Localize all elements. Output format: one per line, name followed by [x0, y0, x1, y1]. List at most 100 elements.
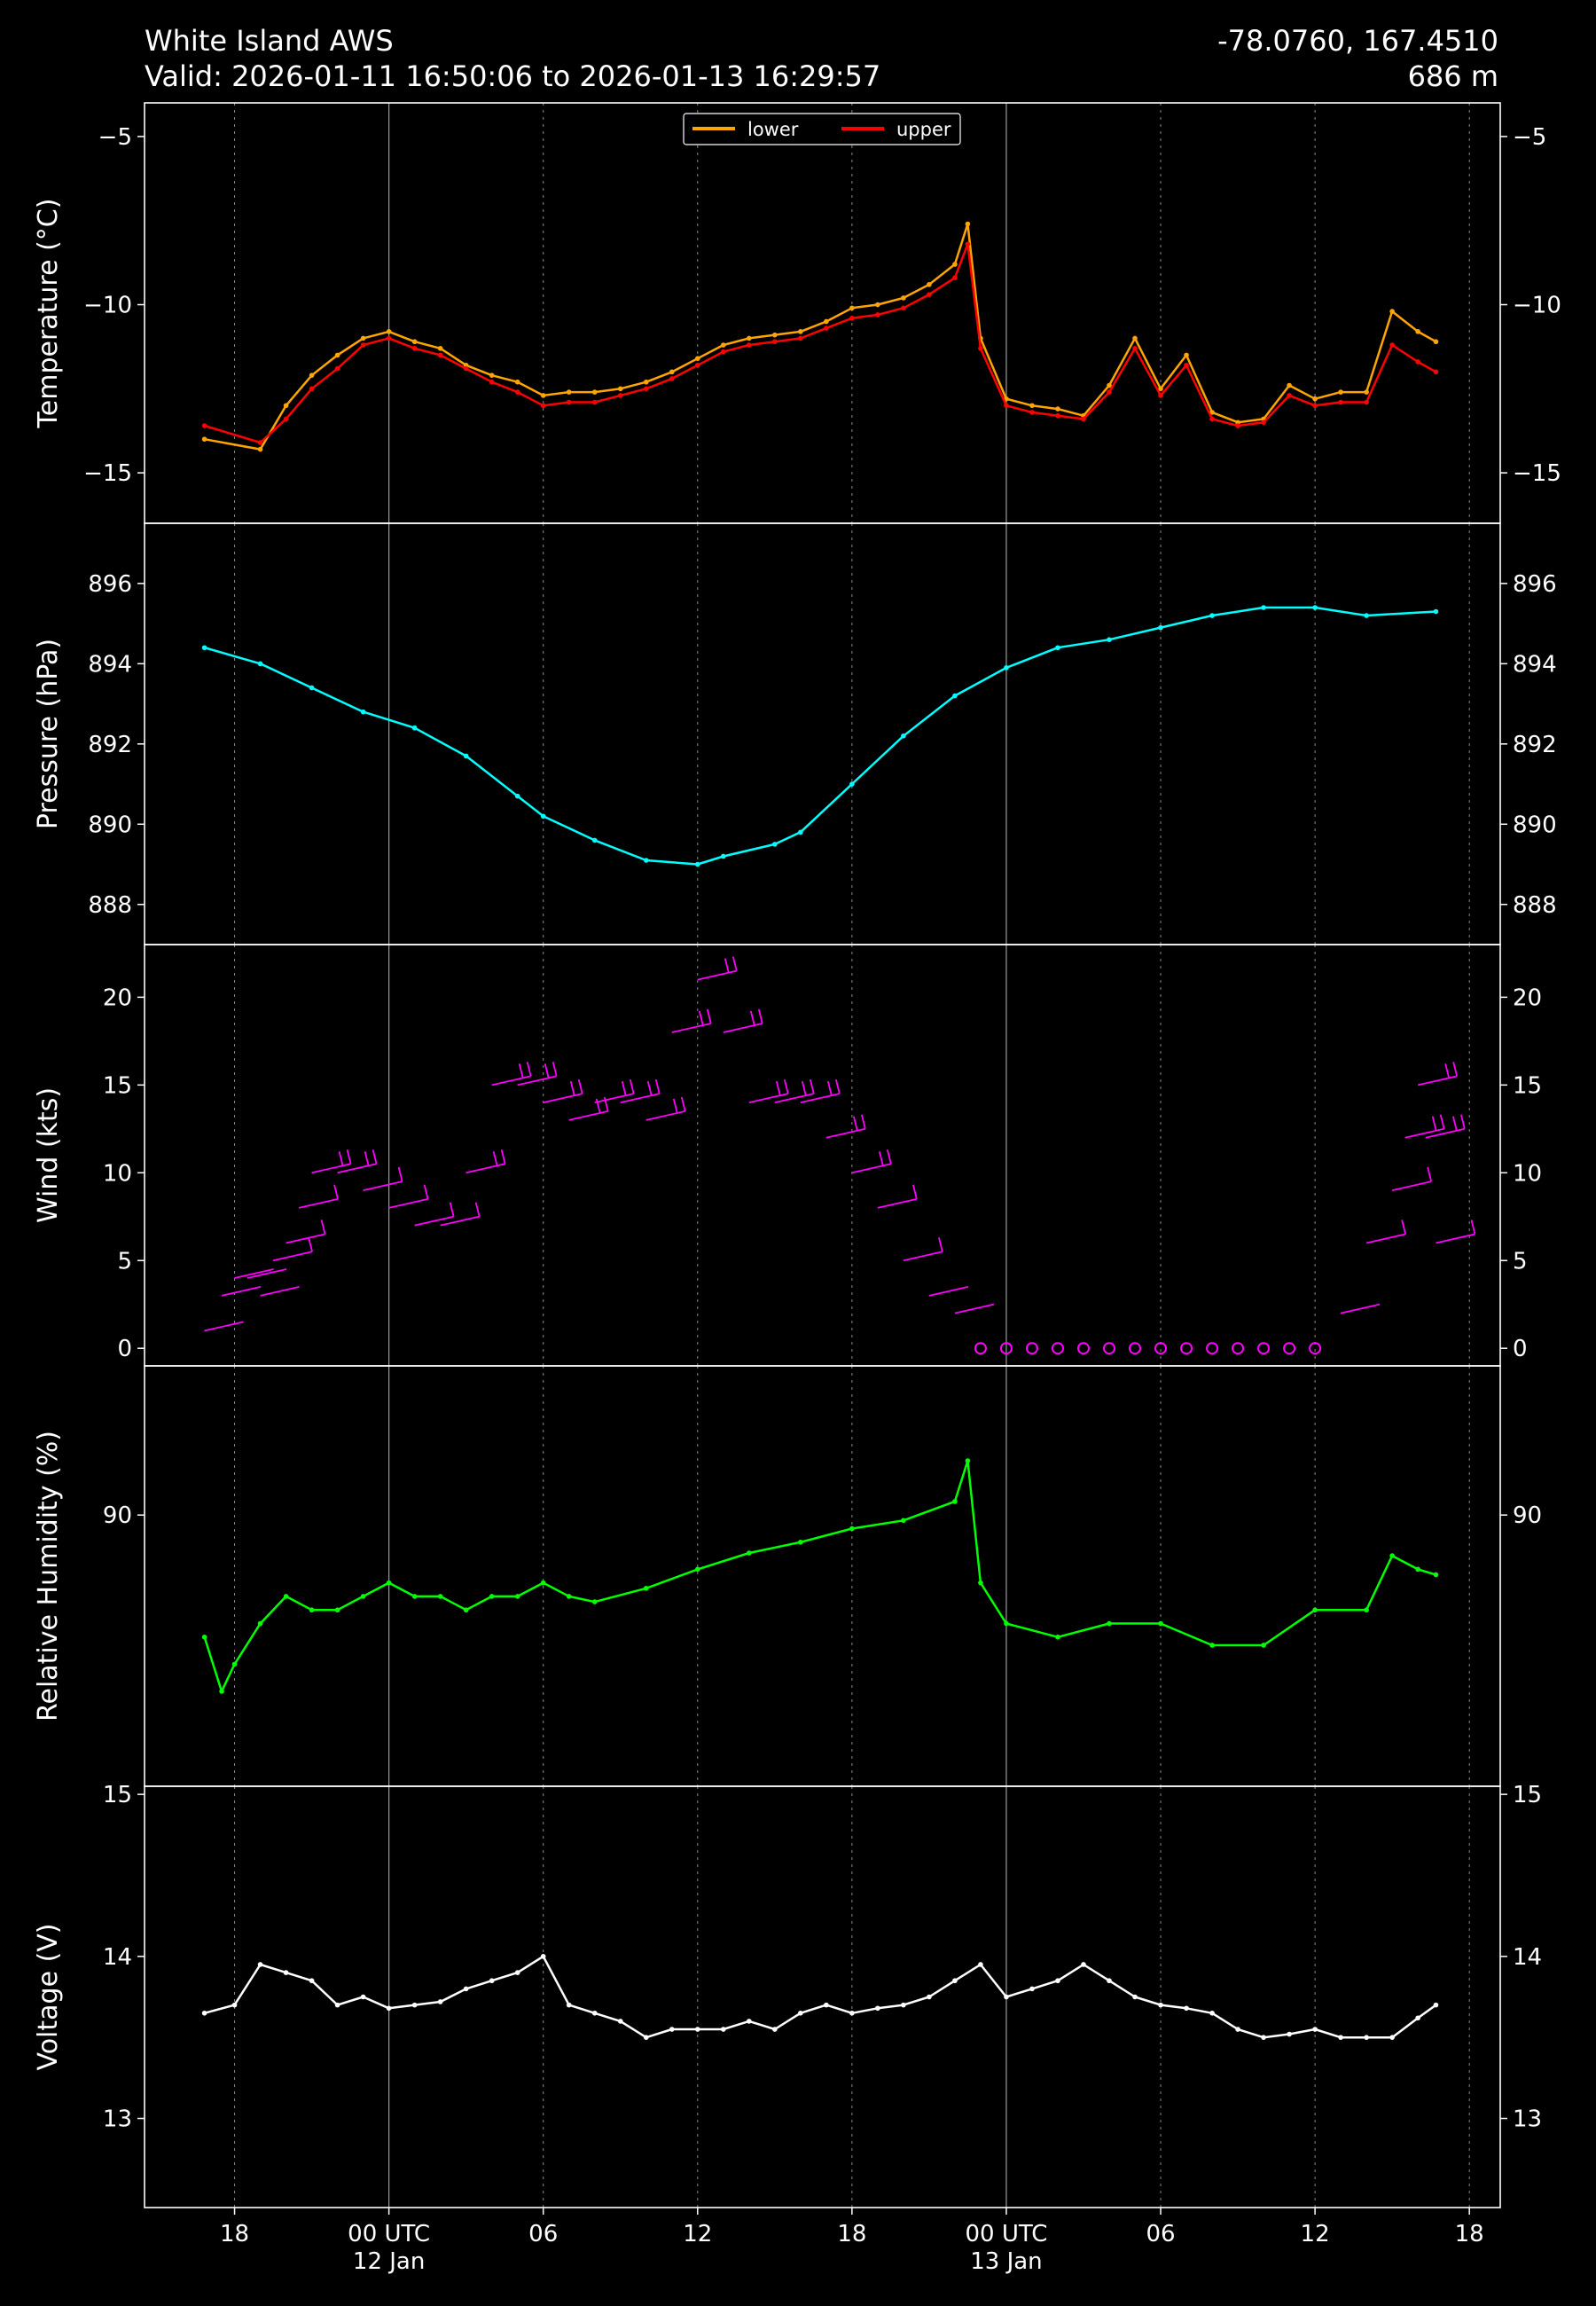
y-tick-label-right: 5 [1513, 1248, 1528, 1275]
data-point [1132, 1994, 1138, 2000]
data-point [257, 1962, 263, 1967]
data-point [386, 329, 392, 334]
data-point [540, 1580, 546, 1586]
data-point [1389, 342, 1395, 348]
wind-barb [620, 1093, 660, 1104]
data-point [720, 349, 726, 355]
x-tick-label: 18 [1455, 2221, 1484, 2247]
data-point [952, 693, 958, 699]
y-axis-label: Relative Humidity (%) [33, 1431, 64, 1722]
data-point [617, 2019, 623, 2024]
data-point [360, 335, 366, 341]
y-axis-label: Temperature (°C) [33, 199, 64, 429]
data-point [901, 305, 906, 311]
wind-barb [246, 1268, 287, 1279]
data-point [1364, 2035, 1369, 2040]
y-axis-label: Wind (kts) [33, 1087, 64, 1223]
wind-barb [1404, 1127, 1444, 1139]
data-point [463, 753, 469, 759]
data-point [219, 1689, 224, 1694]
y-axis-label: Voltage (V) [33, 1924, 64, 2071]
data-point [231, 2002, 238, 2008]
data-point [386, 335, 392, 341]
data-point [694, 362, 700, 368]
panel-frame [144, 1785, 1501, 2208]
legend-label-upper: upper [896, 119, 951, 140]
data-point [566, 2002, 572, 2008]
y-tick-label-right: 894 [1513, 651, 1557, 678]
data-point [1261, 1643, 1266, 1648]
wind-barb [466, 1163, 505, 1174]
data-point [978, 1580, 983, 1586]
series-line-data [204, 606, 1436, 866]
wind-barb-flag [1401, 1220, 1407, 1235]
wind-barb [1417, 1075, 1458, 1086]
y-tick-label-right: 15 [1513, 1072, 1542, 1099]
station-elevation: 686 m [1407, 59, 1498, 93]
data-point [1107, 382, 1112, 388]
data-point [849, 781, 855, 787]
data-point [694, 861, 700, 867]
wind-barb [260, 1285, 300, 1297]
data-point [283, 1594, 289, 1599]
data-point [1415, 329, 1420, 334]
wind-barb-flag [860, 1114, 866, 1129]
panel-frame [144, 522, 1501, 945]
data-point [1158, 393, 1163, 398]
data-point [411, 346, 418, 351]
wind-barb-flag [834, 1078, 841, 1094]
y-tick-label: −10 [83, 293, 132, 319]
data-point [824, 326, 829, 331]
wind-barb-flag [801, 1080, 807, 1096]
y-tick-label-right: −10 [1513, 293, 1561, 319]
legend: lower upper [683, 113, 961, 145]
valid-range: Valid: 2026-01-11 16:50:06 to 2026-01-13… [145, 59, 881, 93]
wind-barb-flag [333, 1184, 339, 1200]
data-point [201, 1635, 207, 1640]
data-point [617, 393, 623, 398]
data-point [257, 1620, 263, 1627]
data-point [669, 376, 675, 381]
data-point [875, 312, 880, 318]
wind-barb-flag [595, 1098, 601, 1114]
data-point [1209, 1643, 1215, 1648]
wind-barb [1365, 1233, 1406, 1244]
data-point [489, 373, 495, 378]
y-tick-label-right: 15 [1513, 1782, 1542, 1808]
y-tick-label-right: −5 [1513, 124, 1546, 151]
data-point [1158, 1620, 1163, 1627]
y-tick-label-right: 888 [1513, 892, 1557, 919]
data-point [1389, 2035, 1395, 2040]
y-tick-label: 890 [88, 812, 132, 838]
wind-barb-flag [826, 1080, 833, 1096]
data-point [1364, 613, 1369, 618]
data-point [591, 389, 598, 395]
wind-barb-flag [423, 1184, 429, 1200]
wind-barb-flag [1470, 1220, 1476, 1235]
wind-barb [543, 1093, 583, 1104]
data-point [386, 2005, 392, 2012]
data-point [1287, 393, 1292, 398]
data-point [1312, 605, 1318, 610]
data-point [1312, 2027, 1318, 2032]
data-point [1209, 2010, 1215, 2016]
x-tick-label: 06 [1146, 2221, 1175, 2247]
data-point [1029, 1986, 1035, 1992]
data-point [798, 829, 803, 835]
wind-barb [272, 1251, 313, 1262]
wind-barb-flag [724, 958, 730, 973]
data-point [437, 346, 443, 351]
data-point [1107, 389, 1112, 395]
data-point [849, 305, 855, 311]
panel-frame [144, 1365, 1501, 1787]
wind-barb-flag [1459, 1114, 1466, 1129]
wind-barb [723, 1023, 763, 1033]
y-tick-label: 14 [103, 1944, 132, 1971]
data-point [463, 365, 469, 372]
data-point [1433, 608, 1439, 615]
x-tick-label: 12 Jan [353, 2248, 425, 2275]
panel-3: 90 90 Relative Humidity (%) [33, 1365, 1542, 1787]
data-point [1055, 412, 1060, 419]
wind-barb-flag [308, 1237, 313, 1252]
